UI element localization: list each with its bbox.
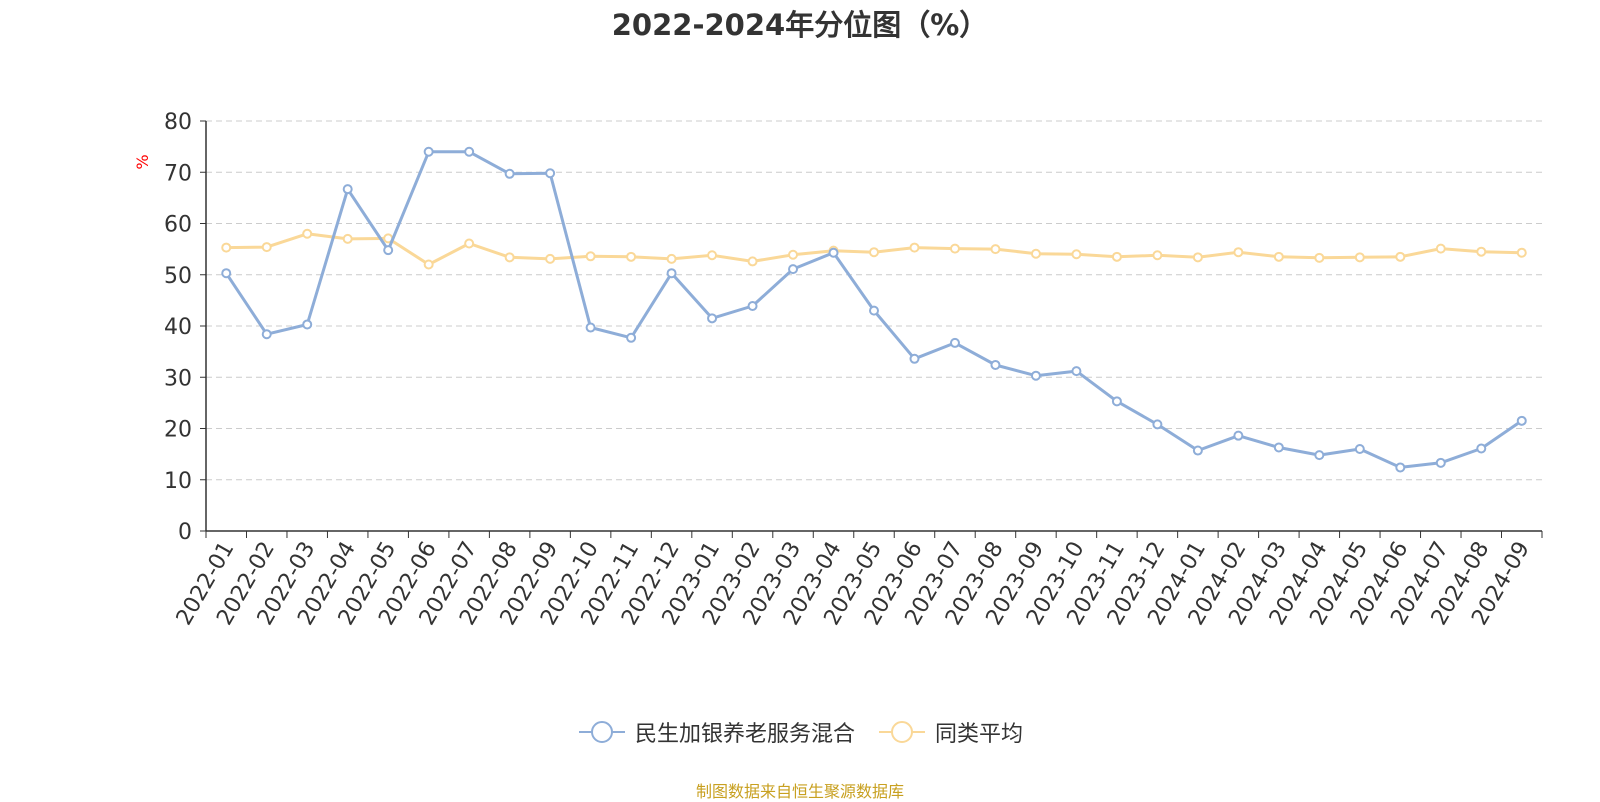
y-tick-label: 10 <box>164 469 192 494</box>
grid-layer <box>206 120 1542 481</box>
data-point-series-2 <box>221 242 232 253</box>
legend-label-series-2: 同类平均 <box>935 722 1024 747</box>
y-tick-label: 0 <box>178 520 192 545</box>
data-point-series-1 <box>1071 366 1082 377</box>
data-point-series-1 <box>1192 445 1203 456</box>
data-point-series-2 <box>707 250 718 261</box>
data-point-series-1 <box>1435 457 1446 468</box>
data-point-series-2 <box>909 242 920 253</box>
legend-label-series-1: 民生加银养老服务混合 <box>634 722 855 747</box>
data-point-series-1 <box>1273 442 1284 453</box>
data-point-series-1 <box>1476 443 1487 454</box>
data-point-series-2 <box>1516 247 1527 258</box>
legend-marker-series-2-icon <box>879 721 925 743</box>
data-point-series-2 <box>666 253 677 264</box>
data-point-series-1 <box>666 268 677 279</box>
data-point-series-2 <box>1111 251 1122 262</box>
data-point-series-2 <box>1233 247 1244 258</box>
data-point-series-2 <box>990 244 1001 255</box>
y-tick-label: 20 <box>164 418 192 443</box>
data-point-series-2 <box>342 233 353 244</box>
series-layer <box>221 146 1527 473</box>
data-point-series-2 <box>423 259 434 270</box>
data-point-series-2 <box>1192 252 1203 263</box>
y-tick-label: 80 <box>164 110 192 135</box>
data-point-series-1 <box>747 301 758 312</box>
data-point-series-1 <box>626 332 637 343</box>
data-point-series-2 <box>1395 251 1406 262</box>
data-point-series-2 <box>949 243 960 254</box>
data-point-series-1 <box>545 168 556 179</box>
data-point-series-1 <box>221 268 232 279</box>
data-point-series-2 <box>1071 249 1082 260</box>
data-point-series-1 <box>707 313 718 324</box>
data-point-series-2 <box>545 253 556 264</box>
data-point-series-2 <box>1354 252 1365 263</box>
data-point-series-1 <box>302 319 313 330</box>
data-point-series-2 <box>1273 251 1284 262</box>
data-point-series-2 <box>464 238 475 249</box>
legend-marker-series-1-icon <box>578 721 625 743</box>
data-point-series-1 <box>1516 415 1527 426</box>
data-point-series-1 <box>1111 396 1122 407</box>
data-point-series-1 <box>1152 419 1163 430</box>
data-point-series-1 <box>1395 462 1406 473</box>
legend-item-series-1[interactable]: 民生加银养老服务混合 <box>577 716 855 748</box>
data-point-series-1 <box>383 245 394 256</box>
data-point-series-2 <box>1476 246 1487 257</box>
y-tick-label: 60 <box>164 213 192 238</box>
data-point-series-1 <box>585 322 596 333</box>
y-tick-label: 50 <box>164 264 192 289</box>
data-point-series-2 <box>788 249 799 260</box>
data-point-series-1 <box>423 146 434 157</box>
data-point-series-2 <box>1435 243 1446 254</box>
data-point-series-1 <box>1030 370 1041 381</box>
data-point-series-2 <box>504 252 515 263</box>
source-note: 制图数据来自恒生聚源数据库 <box>695 782 904 801</box>
chart-title: 2022-2024年分位图（%） <box>611 8 989 42</box>
data-point-series-1 <box>909 353 920 364</box>
legend: 民生加银养老服务混合 同类平均 <box>0 716 1600 748</box>
data-point-series-2 <box>747 256 758 267</box>
data-point-series-1 <box>342 184 353 195</box>
data-point-series-1 <box>464 146 475 157</box>
data-point-series-2 <box>1152 250 1163 261</box>
data-point-series-1 <box>828 247 839 258</box>
y-tick-label: 40 <box>164 315 192 340</box>
y-tick-label: 70 <box>164 161 192 186</box>
data-point-series-2 <box>626 251 637 262</box>
data-point-series-1 <box>869 305 879 316</box>
data-point-series-1 <box>1233 430 1244 441</box>
data-point-series-1 <box>261 329 272 340</box>
y-axis-label: % <box>133 154 152 169</box>
data-point-series-1 <box>990 359 1001 370</box>
data-point-series-2 <box>302 228 313 239</box>
data-point-series-2 <box>1030 248 1041 259</box>
data-point-series-2 <box>585 251 596 262</box>
data-point-series-1 <box>949 337 960 348</box>
data-point-series-2 <box>261 242 272 253</box>
data-point-series-1 <box>504 168 515 179</box>
data-point-series-1 <box>1354 444 1365 454</box>
legend-item-series-2[interactable]: 同类平均 <box>877 716 1023 748</box>
data-point-series-1 <box>788 264 799 275</box>
y-tick-label: 30 <box>164 366 192 391</box>
data-point-series-1 <box>1314 450 1325 461</box>
data-point-series-2 <box>1314 252 1325 263</box>
data-point-series-2 <box>869 247 879 258</box>
